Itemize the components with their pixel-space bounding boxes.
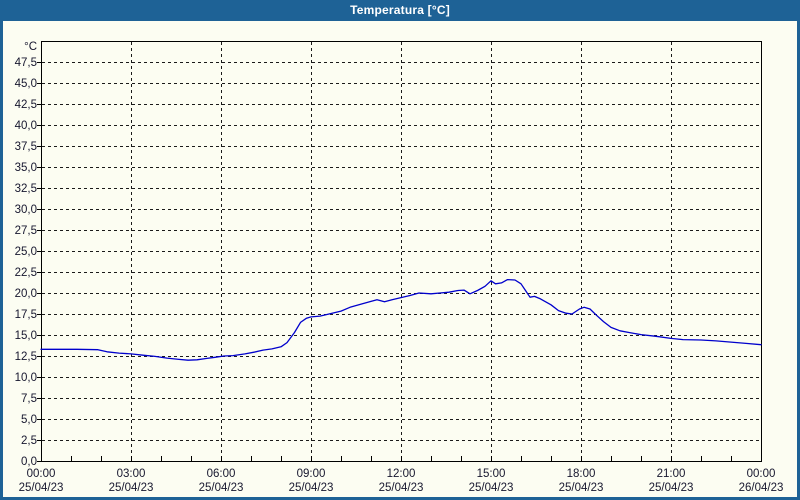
y-tick-label: 42,5 — [15, 99, 37, 111]
y-tick-label: 27,5 — [15, 225, 37, 237]
y-tick-label: 12,5 — [15, 351, 37, 363]
x-tick-time-label: 00:00 — [27, 468, 56, 480]
plot-border — [41, 41, 762, 462]
y-tick-label: 47,5 — [15, 57, 37, 69]
y-tick-label: 10,0 — [15, 372, 37, 384]
x-tick-date-label: 25/04/23 — [379, 482, 424, 494]
y-tick-label: 5,0 — [21, 414, 37, 426]
y-tick-label: 0,0 — [21, 456, 37, 468]
y-tick-label: 30,0 — [15, 204, 37, 216]
y-tick-label: 22,5 — [15, 267, 37, 279]
y-tick-label: 37,5 — [15, 141, 37, 153]
y-tick-label: 45,0 — [15, 78, 37, 90]
y-tick-label: 2,5 — [21, 435, 37, 447]
x-tick-time-label: 06:00 — [207, 468, 236, 480]
x-tick-date-label: 25/04/23 — [649, 482, 694, 494]
y-tick-label: 15,0 — [15, 330, 37, 342]
x-tick-date-label: 26/04/23 — [739, 482, 784, 494]
y-tick-label: 17,5 — [15, 309, 37, 321]
x-tick-date-label: 25/04/23 — [469, 482, 514, 494]
chart-region: 0,0 2,5 5,0 7,5 10,0 12,5 15,0 17,5 20,0 22,5 25,0… — [0, 21, 800, 500]
x-tick-time-label: 12:00 — [387, 468, 416, 480]
x-tick-time-label: 18:00 — [567, 468, 596, 480]
x-tick-time-label: 21:00 — [657, 468, 686, 480]
x-tick-date-label: 25/04/23 — [109, 482, 154, 494]
y-tick-label: 25,0 — [15, 246, 37, 258]
x-tick-date-label: 25/04/23 — [289, 482, 334, 494]
y-axis-unit-label: °C — [24, 41, 37, 53]
y-tick-label: 7,5 — [21, 393, 37, 405]
x-tick-time-label: 03:00 — [117, 468, 146, 480]
y-tick-label: 40,0 — [15, 120, 37, 132]
x-tick-date-label: 25/04/23 — [559, 482, 604, 494]
x-tick-time-label: 09:00 — [297, 468, 326, 480]
window-title: Temperatura [°C] — [350, 3, 450, 17]
y-tick-label: 20,0 — [15, 288, 37, 300]
y-tick-label: 35,0 — [15, 162, 37, 174]
title-bar: Temperatura [°C] — [0, 0, 800, 21]
temperature-line — [40, 278, 762, 361]
temperature-chart: 0,0 2,5 5,0 7,5 10,0 12,5 15,0 17,5 20,0 22,5 25,0… — [15, 41, 784, 494]
x-tick-time-label: 15:00 — [477, 468, 506, 480]
x-tick-date-label: 25/04/23 — [199, 482, 244, 494]
x-tick-date-label: 25/04/23 — [19, 482, 64, 494]
x-tick-time-label: 00:00 — [747, 468, 776, 480]
y-tick-label: 32,5 — [15, 183, 37, 195]
